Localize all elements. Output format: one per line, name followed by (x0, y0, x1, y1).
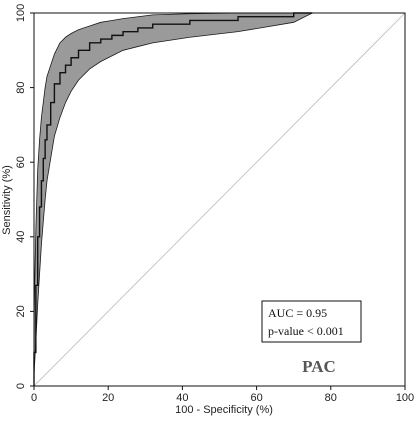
y-tick-label: 20 (15, 305, 27, 317)
confidence-band (33, 12, 313, 375)
x-tick-label: 80 (325, 392, 337, 404)
x-tick-label: 100 (396, 392, 414, 404)
x-tick-label: 60 (250, 392, 262, 404)
auc-label: AUC = 0.95 (268, 306, 327, 320)
roc-curve (33, 12, 313, 386)
x-tick-label: 20 (102, 392, 114, 404)
y-tick-label: 60 (15, 156, 27, 168)
y-tick-label: 0 (15, 383, 27, 389)
plot-frame (33, 12, 406, 387)
y-axis-ticks: 0 20 40 60 80 100 (15, 4, 34, 389)
stats-box-frame (261, 300, 362, 343)
y-axis-title: Sensitivity (%) (1, 165, 13, 235)
y-tick-label: 40 (15, 231, 27, 243)
reference-diagonal (33, 12, 406, 387)
pvalue-label: p-value < 0.001 (268, 324, 344, 338)
y-tick-label: 80 (15, 81, 27, 93)
panel-label: PAC (302, 357, 336, 376)
plot-area (33, 12, 406, 387)
x-axis-ticks: 0 20 40 60 80 100 (31, 386, 414, 404)
x-axis-title: 100 - Specificity (%) (175, 404, 273, 416)
y-tick-label: 100 (15, 4, 27, 22)
x-tick-label: 40 (176, 392, 188, 404)
x-tick-label: 0 (31, 392, 37, 404)
stats-box: AUC = 0.95 p-value < 0.001 (261, 300, 362, 343)
